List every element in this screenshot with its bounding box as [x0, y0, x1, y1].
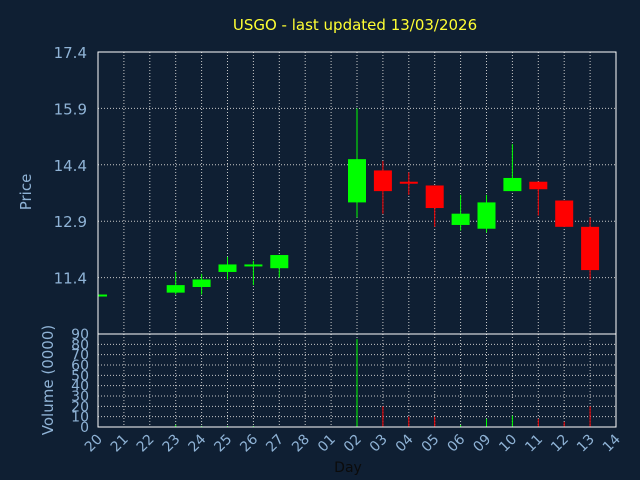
x-tick-label: 09	[470, 432, 494, 456]
candle-body	[425, 185, 444, 209]
price-axis-label: Price	[17, 174, 35, 211]
candle-27	[270, 255, 289, 278]
candle-11	[529, 181, 548, 216]
candle-10	[503, 144, 522, 192]
candle-23	[166, 271, 185, 295]
x-tick-label: 06	[445, 431, 469, 455]
candle-body	[581, 226, 600, 271]
price-tick-label: 17.4	[54, 44, 87, 62]
volume-tick-label: 70	[71, 348, 89, 364]
volume-tick-label: 30	[71, 389, 89, 405]
candle-12	[555, 200, 574, 227]
price-tick-label: 15.9	[54, 100, 87, 118]
volume-tick-label: 20	[71, 399, 89, 415]
x-tick-label: 23	[160, 432, 184, 456]
volume-tick-label: 80	[71, 337, 89, 353]
candle-24	[192, 273, 211, 295]
x-tick-label: 11	[522, 432, 546, 456]
volume-tick-label: 10	[71, 410, 89, 426]
x-tick-label: 01	[315, 432, 339, 456]
candle-03	[373, 161, 392, 214]
volume-axis-label: Volume (0000)	[39, 325, 57, 435]
x-tick-label: 12	[548, 432, 572, 456]
x-tick-label: 25	[211, 432, 235, 456]
price-tick-label: 14.4	[54, 157, 87, 175]
x-tick-label: 10	[496, 432, 520, 456]
x-tick-label: 03	[367, 432, 391, 456]
x-tick-label: 28	[289, 432, 313, 456]
candle-body	[451, 213, 470, 225]
candle-25	[218, 256, 237, 280]
candle-body	[399, 181, 418, 184]
candle-09	[477, 194, 496, 233]
candle-body	[218, 264, 237, 272]
price-tick-label: 11.4	[54, 270, 87, 288]
candle-body	[529, 181, 548, 190]
candle-body	[98, 294, 107, 297]
candle-body	[348, 159, 366, 203]
candle-04	[399, 172, 418, 195]
x-tick-label: 02	[341, 432, 365, 456]
x-tick-label: 14	[600, 431, 624, 455]
price-y-ticks: 17.4 15.9 14.4 12.9 11.4	[54, 44, 87, 288]
volume-panel-frame	[97, 333, 617, 428]
volume-tick-label: 90	[71, 327, 89, 343]
candle-20	[98, 294, 107, 297]
x-tick-label: 04	[393, 431, 417, 455]
chart-title: USGO - last updated 13/03/2026	[233, 16, 477, 34]
price-tick-label: 12.9	[54, 213, 87, 231]
volume-tick-label: 40	[71, 379, 89, 395]
candle-13	[581, 217, 600, 280]
x-tick-label: 21	[108, 432, 132, 456]
candle-body	[192, 279, 211, 287]
candle-body	[373, 170, 392, 192]
candle-06	[451, 194, 470, 231]
candle-26	[244, 260, 263, 286]
volume-tick-label: 50	[71, 368, 89, 384]
x-tick-label: 13	[574, 432, 598, 456]
x-tick-label: 05	[419, 432, 443, 456]
x-tick-label: 22	[134, 432, 158, 456]
x-tick-label: 26	[237, 431, 261, 455]
x-ticks: 20 21 22 23 24 25 26 27 28 01 02 03 04 05 06 09 10 11 12 13…	[82, 431, 624, 455]
volume-tick-label: 0	[80, 420, 89, 436]
candle-body	[244, 264, 263, 267]
volume-tick-label: 60	[71, 358, 89, 374]
x-tick-label: 27	[263, 432, 287, 456]
candles	[98, 108, 600, 297]
volume-bars	[175, 339, 591, 427]
candle-body	[270, 255, 289, 269]
candle-body	[166, 285, 185, 293]
x-axis-label: Day	[334, 460, 362, 476]
candle-body	[555, 200, 574, 227]
candle-05	[425, 185, 444, 227]
x-tick-label: 24	[186, 431, 210, 455]
candle-body	[477, 202, 496, 229]
candle-02	[348, 108, 366, 218]
candle-body	[503, 177, 522, 192]
